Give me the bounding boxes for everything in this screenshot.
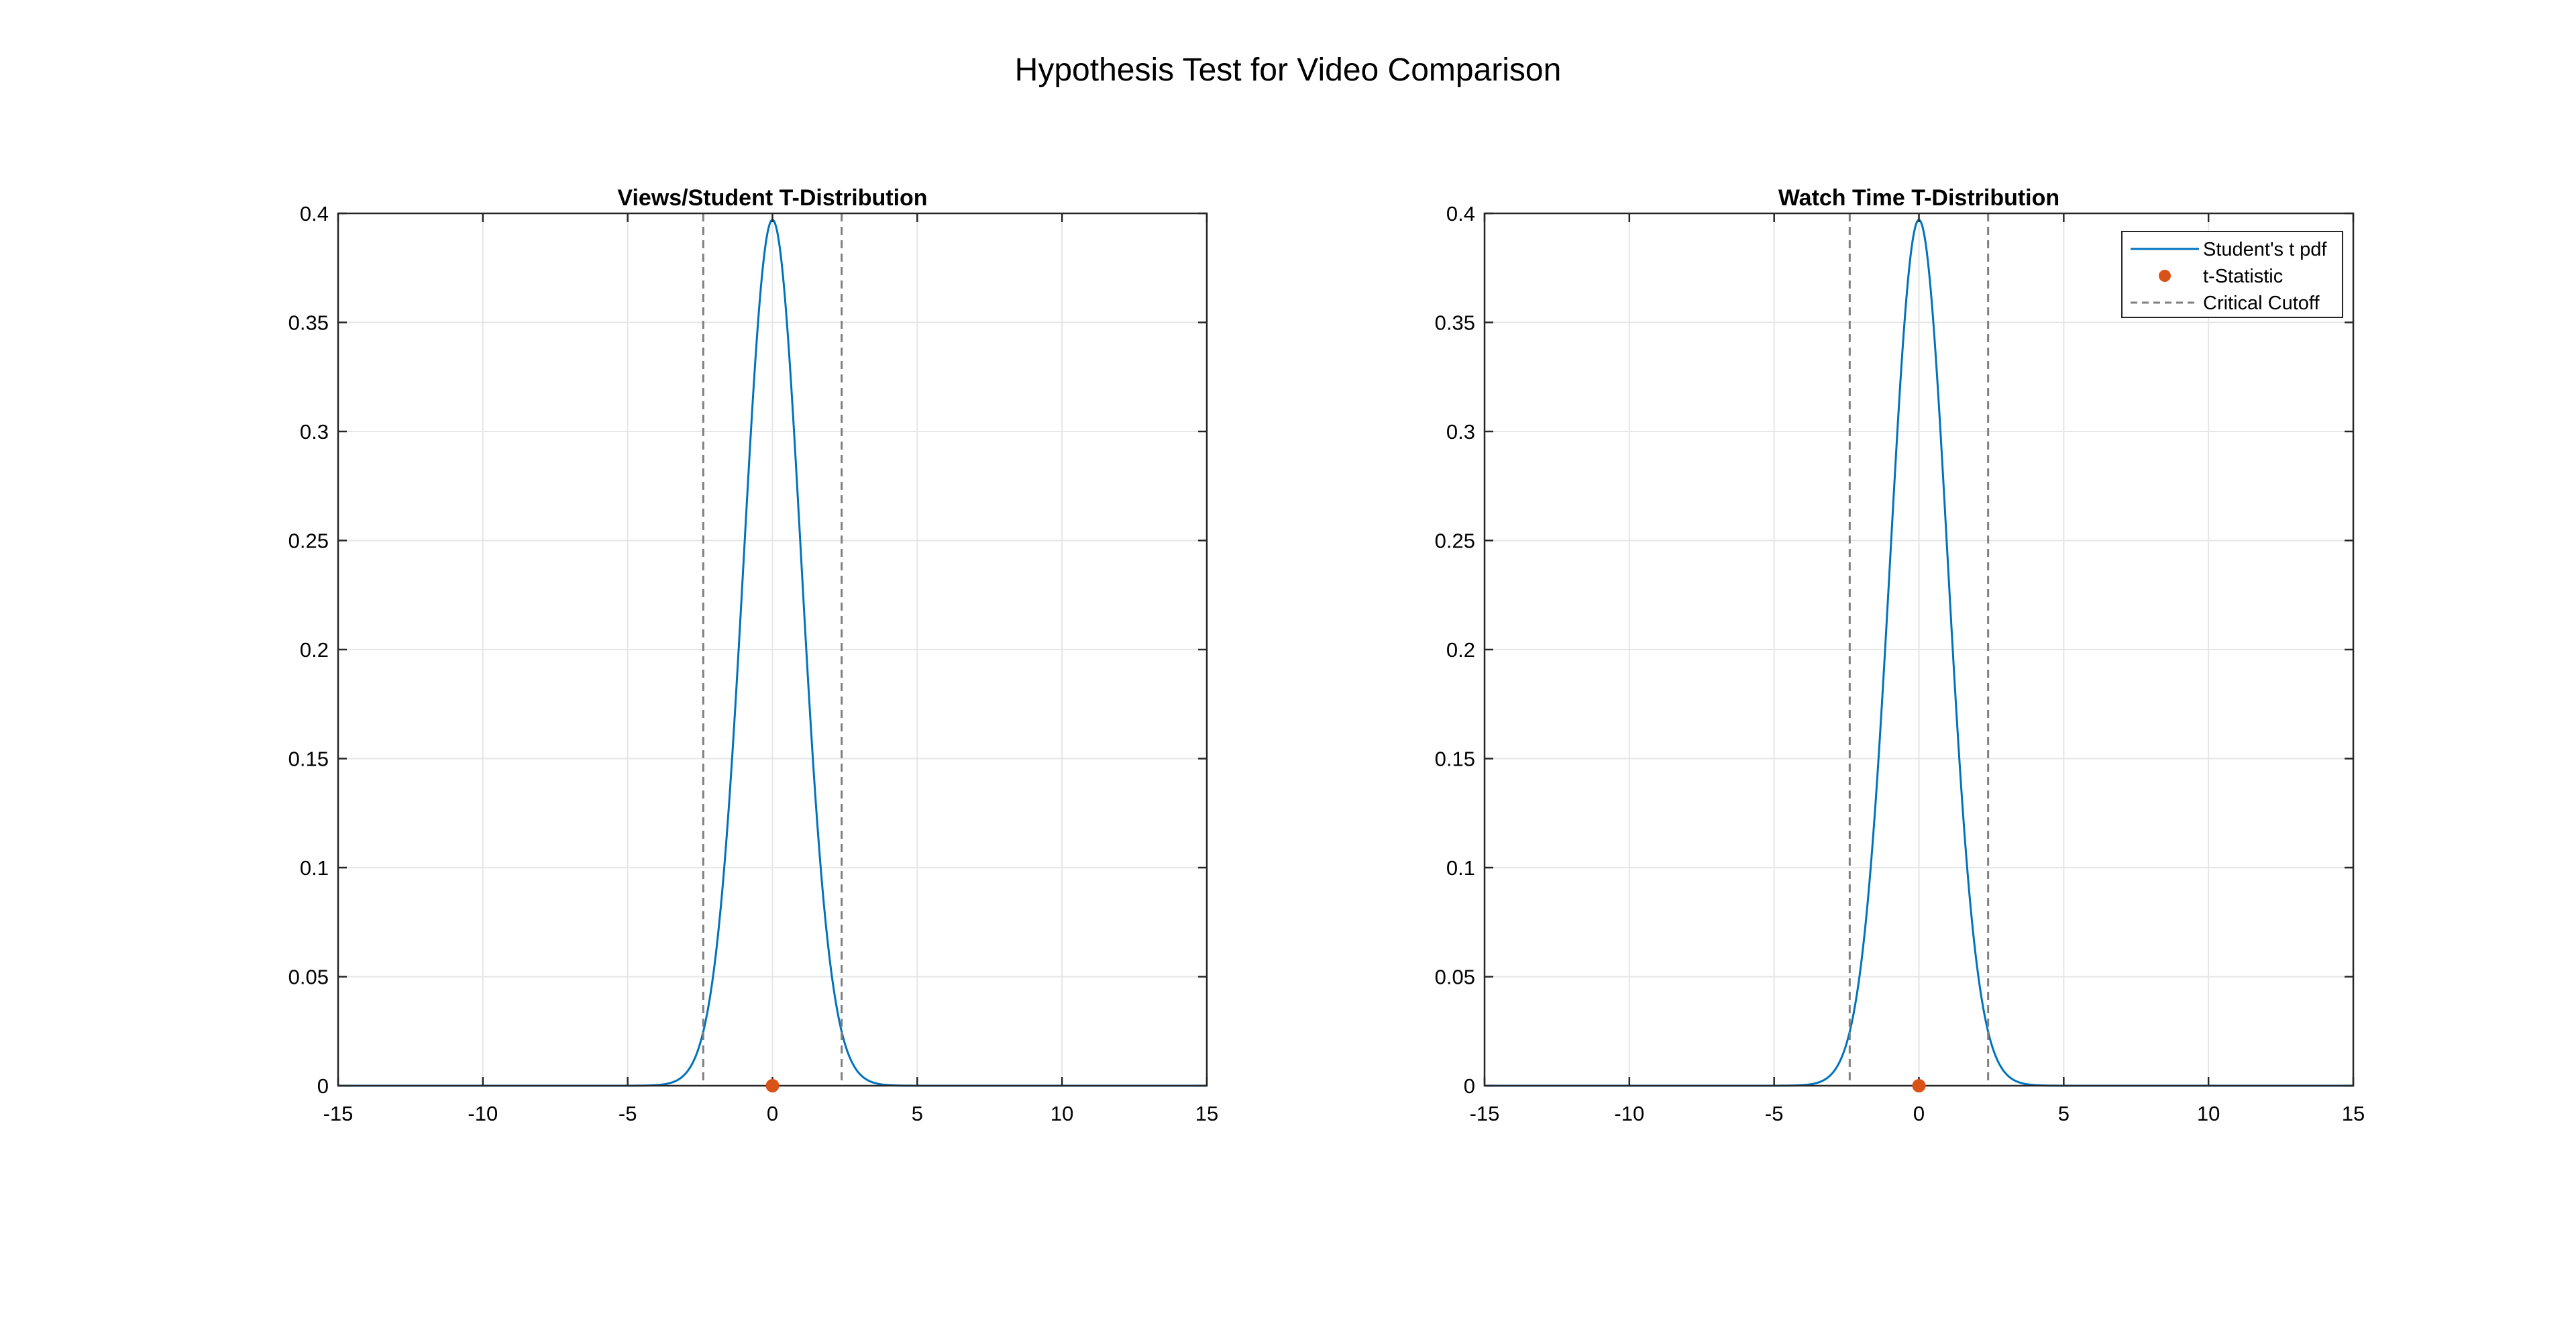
y-tick-label: 0.15 (1435, 748, 1475, 771)
x-tick-label: 5 (912, 1102, 923, 1125)
y-tick-label: 0.05 (288, 966, 329, 989)
y-tick-label: 0.25 (288, 529, 329, 553)
y-tick-label: 0 (317, 1074, 329, 1098)
x-tick-label: -5 (619, 1102, 637, 1125)
legend-swatch-t-statistic (2159, 270, 2171, 282)
x-tick-label: 10 (1051, 1102, 1073, 1125)
x-tick-label: -15 (1470, 1102, 1500, 1125)
x-tick-label: 0 (1913, 1102, 1925, 1125)
x-tick-label: 15 (2342, 1102, 2365, 1125)
t-statistic-point (1912, 1079, 1926, 1092)
legend-label: Critical Cutoff (2203, 293, 2320, 314)
y-tick-label: 0.2 (1446, 638, 1475, 662)
y-tick-label: 0.3 (1446, 420, 1475, 444)
x-tick-label: -10 (1614, 1102, 1644, 1125)
t-statistic-point (765, 1079, 780, 1092)
y-tick-label: 0 (1464, 1074, 1475, 1098)
x-tick-label: -5 (1765, 1102, 1784, 1125)
subplot-title: Views/Student T-Distribution (617, 185, 927, 211)
y-tick-label: 0.25 (1435, 529, 1475, 553)
x-tick-label: 15 (1195, 1102, 1218, 1125)
y-tick-label: 0.1 (300, 856, 329, 880)
subplot-1: -15 -10 -5 0 5 10 15 0 0.05 0.1 0.15 0.2 0.25 0.3 0.35… (288, 185, 1219, 1125)
subplot-title: Watch Time T-Distribution (1778, 185, 2059, 211)
x-tick-label: 0 (767, 1102, 778, 1125)
x-tick-label: 5 (2058, 1102, 2070, 1125)
y-tick-label: 0.35 (288, 311, 329, 335)
y-tick-label: 0.15 (288, 748, 329, 771)
y-tick-label: 0.3 (300, 420, 329, 444)
y-tick-label: 0.4 (1446, 202, 1475, 225)
x-tick-label: -15 (323, 1102, 354, 1125)
y-tick-label: 0.05 (1435, 966, 1475, 989)
legend-label: Student's t pdf (2203, 239, 2327, 260)
legend: Student's t pdf t-Statistic Critical Cutof… (2121, 231, 2343, 318)
x-tick-label: -10 (468, 1102, 498, 1125)
subplots: -15 -10 -5 0 5 10 1500.050.10.150.20.250.30.35… (288, 185, 2365, 1125)
y-tick-label: 0.35 (1435, 311, 1475, 335)
x-tick-label: 10 (2197, 1102, 2220, 1125)
figure-title: Hypothesis Test for Video Comparison (1015, 52, 1562, 88)
legend-label: t-Statistic (2203, 266, 2283, 287)
y-tick-label: 0.1 (1446, 856, 1475, 880)
y-tick-label: 0.2 (300, 638, 329, 662)
subplot-2: -15 -10 -5 0 5 10 15 0 0.05 0.1 0.15 0.2 0.25 0.3 0.35… (1435, 185, 2365, 1125)
y-tick-label: 0.4 (300, 202, 329, 225)
